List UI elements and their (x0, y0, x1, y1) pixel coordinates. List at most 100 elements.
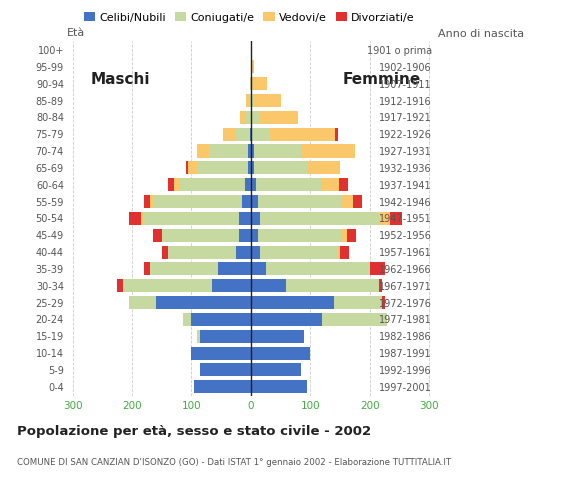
Bar (117, 279, 123, 292)
Bar (251, 228, 258, 242)
Bar (251, 94, 254, 107)
Bar (258, 228, 341, 242)
Bar (153, 195, 242, 208)
Bar (249, 128, 251, 141)
Text: Femmine: Femmine (342, 72, 420, 87)
Bar (240, 111, 246, 124)
Bar (144, 212, 239, 225)
Bar (249, 77, 251, 90)
Bar (251, 363, 302, 376)
Bar (251, 77, 252, 90)
Bar (260, 245, 337, 259)
Bar (251, 60, 254, 73)
Bar (251, 212, 260, 225)
Bar (251, 111, 260, 124)
Bar (307, 161, 340, 174)
Bar (209, 144, 248, 157)
Bar (322, 313, 387, 326)
Bar (183, 313, 191, 326)
Bar (191, 313, 251, 326)
Bar (223, 128, 235, 141)
Bar (251, 296, 334, 309)
Bar (197, 144, 209, 157)
Bar (251, 380, 307, 393)
Bar (270, 128, 335, 141)
Bar (156, 296, 251, 309)
Bar (197, 161, 248, 174)
Bar (129, 212, 141, 225)
Bar (236, 245, 251, 259)
Bar (266, 263, 369, 276)
Bar (186, 161, 188, 174)
Bar (251, 347, 310, 360)
Bar (379, 279, 382, 292)
Bar (248, 144, 251, 157)
Bar (200, 330, 251, 343)
Bar (251, 330, 304, 343)
Bar (340, 245, 349, 259)
Bar (242, 195, 251, 208)
Bar (260, 111, 298, 124)
Bar (254, 161, 307, 174)
Text: Anno di nascita: Anno di nascita (438, 29, 524, 39)
Bar (173, 178, 180, 192)
Bar (287, 279, 379, 292)
Bar (341, 195, 353, 208)
Text: COMUNE DI SAN CANZIAN D'ISONZO (GO) - Dati ISTAT 1° gennaio 2002 - Elaborazione : COMUNE DI SAN CANZIAN D'ISONZO (GO) - Da… (17, 458, 451, 468)
Bar (341, 228, 347, 242)
Bar (144, 263, 150, 276)
Bar (321, 178, 339, 192)
Bar (302, 144, 355, 157)
Bar (245, 178, 251, 192)
Bar (162, 245, 168, 259)
Bar (197, 330, 200, 343)
Bar (251, 263, 266, 276)
Bar (248, 161, 251, 174)
Bar (251, 279, 287, 292)
Bar (180, 178, 245, 192)
Bar (144, 195, 150, 208)
Text: Popolazione per età, sesso e stato civile - 2002: Popolazione per età, sesso e stato civil… (17, 425, 372, 438)
Bar (251, 178, 256, 192)
Bar (369, 263, 385, 276)
Bar (188, 161, 197, 174)
Bar (251, 128, 252, 141)
Bar (353, 195, 362, 208)
Bar (150, 263, 218, 276)
Bar (200, 363, 251, 376)
Bar (254, 94, 281, 107)
Bar (335, 128, 338, 141)
Bar (382, 296, 385, 309)
Bar (129, 296, 156, 309)
Bar (251, 144, 254, 157)
Bar (347, 228, 356, 242)
Bar (260, 212, 379, 225)
Bar (239, 212, 251, 225)
Bar (246, 111, 251, 124)
Bar (235, 128, 249, 141)
Legend: Celibi/Nubili, Coniugati/e, Vedovi/e, Divorziati/e: Celibi/Nubili, Coniugati/e, Vedovi/e, Di… (79, 8, 419, 27)
Bar (246, 94, 249, 107)
Bar (251, 195, 258, 208)
Bar (334, 296, 382, 309)
Bar (191, 347, 251, 360)
Bar (379, 212, 390, 225)
Bar (123, 279, 212, 292)
Bar (150, 195, 153, 208)
Bar (337, 245, 340, 259)
Bar (390, 212, 403, 225)
Bar (251, 245, 260, 259)
Bar (168, 178, 173, 192)
Bar (252, 77, 267, 90)
Text: Età: Età (67, 28, 85, 38)
Text: Maschi: Maschi (90, 72, 150, 87)
Bar (162, 228, 239, 242)
Bar (218, 263, 251, 276)
Bar (251, 313, 322, 326)
Bar (194, 380, 251, 393)
Bar (251, 161, 254, 174)
Bar (254, 144, 302, 157)
Bar (212, 279, 251, 292)
Bar (168, 245, 236, 259)
Bar (256, 178, 321, 192)
